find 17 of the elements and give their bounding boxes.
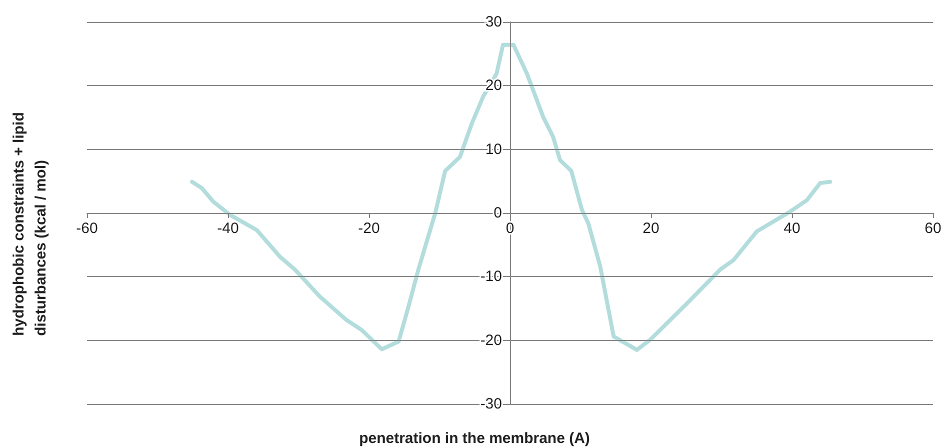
y-axis-title: hydrophobic constraints + lipid disturbances (kcal / mol) [10,112,50,336]
y-tick-label: 0 [494,204,502,222]
y-tick-label: -10 [480,268,502,286]
x-tick-label: -20 [358,220,380,237]
x-tick-label: 0 [506,220,514,237]
y-tick-label: 20 [485,77,502,94]
x-tick-label: 40 [784,220,800,237]
y-tick-label: 30 [485,14,502,30]
x-axis-title: penetration in the membrane (A) [359,430,590,447]
x-tick-label: 60 [924,220,942,237]
y-tick-label: -20 [480,332,502,349]
x-tick-label: -60 [76,220,98,237]
y-tick-label: -30 [480,396,502,412]
x-tick-label: 20 [642,220,660,237]
line-series [190,42,832,352]
y-tick-label: 10 [485,140,502,158]
x-tick-label: -40 [217,220,239,237]
